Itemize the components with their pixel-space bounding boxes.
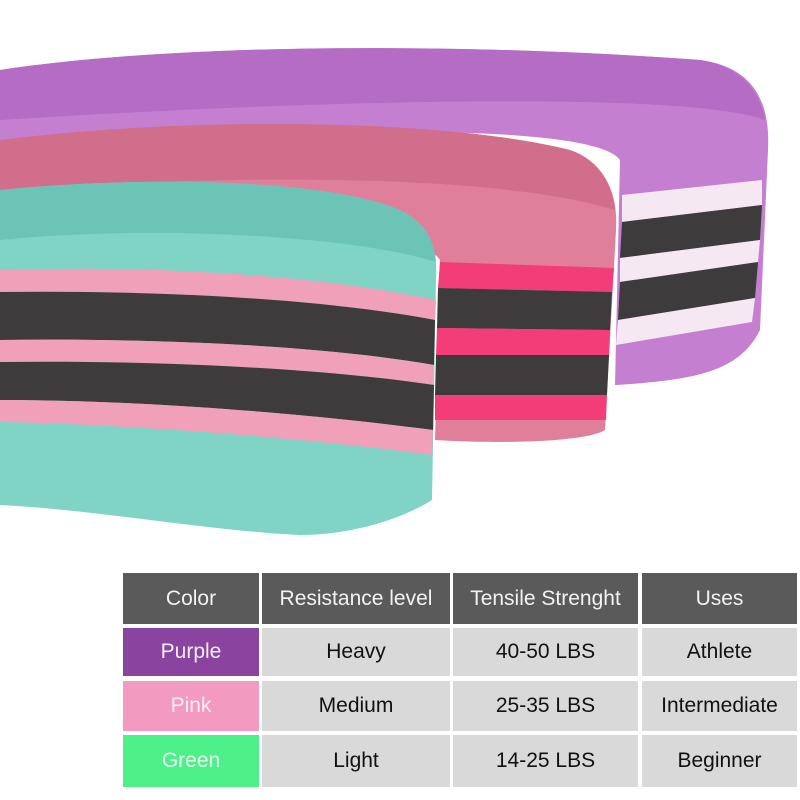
tensile-cell: 14-25 LBS bbox=[453, 735, 638, 787]
tensile-cell: 25-35 LBS bbox=[453, 681, 638, 731]
header-resistance: Resistance level bbox=[262, 573, 450, 624]
green-band bbox=[0, 181, 437, 535]
tensile-cell: 40-50 LBS bbox=[453, 628, 638, 676]
color-swatch-purple: Purple bbox=[123, 628, 259, 676]
color-swatch-green: Green bbox=[123, 735, 259, 787]
uses-cell: Athlete bbox=[642, 628, 797, 676]
resistance-bands-photo bbox=[0, 48, 769, 535]
pink-band bbox=[0, 123, 617, 442]
resistance-cell: Heavy bbox=[262, 628, 450, 676]
header-uses: Uses bbox=[642, 573, 797, 624]
resistance-cell: Medium bbox=[262, 681, 450, 731]
header-tensile: Tensile Strenght bbox=[453, 573, 638, 624]
uses-cell: Beginner bbox=[642, 735, 797, 787]
color-swatch-pink: Pink bbox=[123, 681, 259, 731]
header-color: Color bbox=[123, 573, 259, 624]
uses-cell: Intermediate bbox=[642, 681, 797, 731]
resistance-cell: Light bbox=[262, 735, 450, 787]
